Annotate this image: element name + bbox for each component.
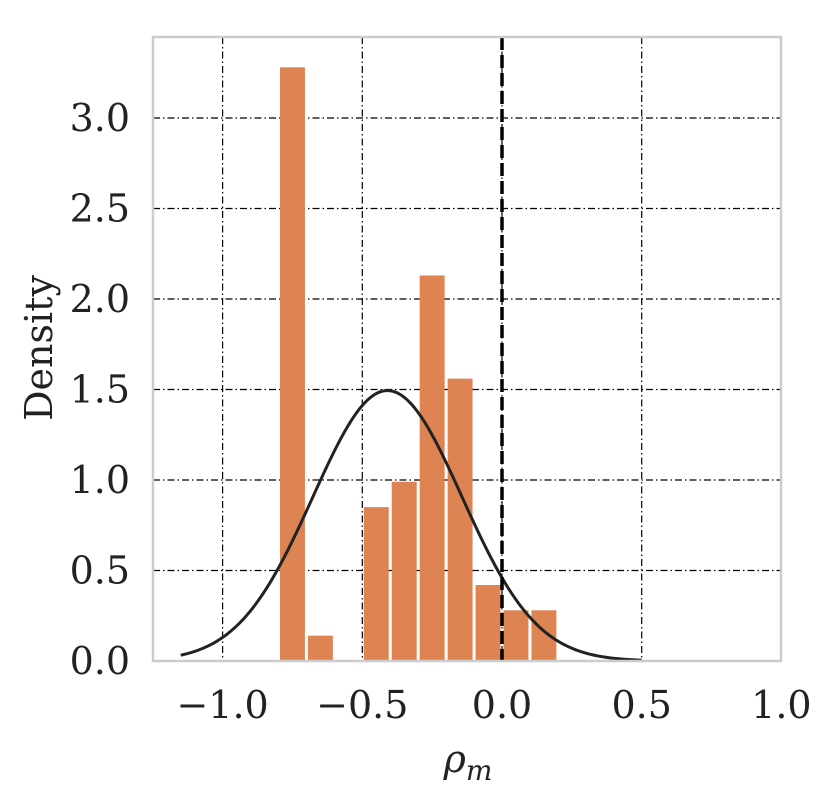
y-axis-label: Density <box>17 275 61 421</box>
x-tick-label: −1.0 <box>176 683 268 727</box>
normal-density-curve <box>180 389 642 662</box>
histogram-bar <box>475 584 501 661</box>
x-axis-label-subscript: m <box>466 754 493 787</box>
y-tick-labels: 0.0 0.5 1.0 1.5 2.0 2.5 3.0 <box>70 96 130 683</box>
x-tick-labels: −1.0 −0.5 0.0 0.5 1.0 <box>176 683 811 727</box>
x-tick-label: 0.0 <box>472 683 532 727</box>
y-tick-label: 2.5 <box>70 187 130 231</box>
x-tick-label: −0.5 <box>316 683 408 727</box>
histogram-bars <box>279 67 557 661</box>
plot-border <box>151 35 783 663</box>
y-tick-label: 2.0 <box>70 277 130 321</box>
x-tick-label: 1.0 <box>751 683 811 727</box>
histogram-bar <box>363 507 389 661</box>
y-tick-label: 1.5 <box>70 368 130 412</box>
histogram-bar <box>307 635 333 661</box>
x-tick-label: 0.5 <box>611 683 671 727</box>
histogram-bar <box>279 67 305 661</box>
histogram-bar <box>503 610 529 661</box>
histogram-bar <box>391 481 417 661</box>
density-curve-group <box>180 389 642 662</box>
y-tick-label: 3.0 <box>70 96 130 140</box>
histogram-bar <box>531 610 557 661</box>
y-tick-label: 1.0 <box>70 458 130 502</box>
x-axis-label: ρm <box>443 737 493 787</box>
plot-frame <box>151 35 783 663</box>
y-tick-label: 0.5 <box>70 549 130 593</box>
histogram-bar <box>447 378 473 661</box>
y-tick-label: 0.0 <box>70 639 130 683</box>
histogram-bar <box>419 275 445 661</box>
x-axis-label-symbol: ρ <box>443 737 467 781</box>
